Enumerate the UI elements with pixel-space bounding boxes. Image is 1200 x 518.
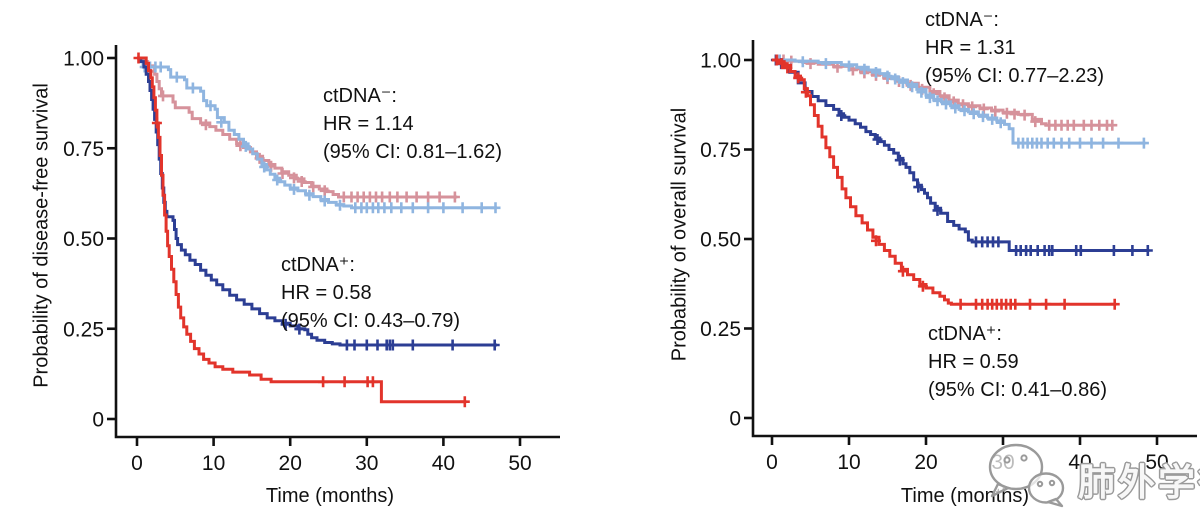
y-tick-label: 0 [729,408,741,431]
annotation-line: (95% CI: 0.77–2.23) [925,65,1104,87]
x-tick-label: 0 [131,452,143,475]
wechat-logo-icon [988,443,1065,508]
x-tick-label: 10 [202,452,225,475]
km-curve [772,54,1149,149]
annotation-line: ctDNA⁺: [281,254,355,276]
axes [751,40,1197,438]
x-tick-label: 20 [279,452,302,475]
y-tick-label: 0.50 [63,228,104,251]
annotation-line: ctDNA⁻: [925,9,999,31]
annotation-ctdna-negative-right: ctDNA⁻: HR = 1.31 (95% CI: 0.77–2.23) [925,6,1104,90]
y-tick-label: 0.50 [700,229,741,252]
annotation-ctdna-positive-right: ctDNA⁺: HR = 0.59 (95% CI: 0.41–0.86) [928,320,1107,404]
x-tick-label: 20 [914,451,937,474]
annotation-ctdna-positive-left: ctDNA⁺: HR = 0.58 (95% CI: 0.43–0.79) [281,251,460,335]
annotation-line: (95% CI: 0.43–0.79) [281,310,460,332]
annotation-line: ctDNA⁺: [928,323,1002,345]
y-tick-label: 0.75 [63,138,104,161]
censor-marks [771,54,1120,310]
annotation-line: HR = 1.14 [323,113,414,135]
y-tick-label: 1.00 [63,48,104,71]
y-axis-title-left: Probability of disease-free survival [30,83,53,388]
x-tick-label: 40 [1068,451,1091,474]
watermark: 肺外学徒 [986,440,1200,512]
km-curve [133,52,470,408]
annotation-line: (95% CI: 0.41–0.86) [928,379,1107,401]
annotation-line: HR = 1.31 [925,37,1016,59]
annotation-line: ctDNA⁻: [323,85,397,107]
x-tick-label: 10 [837,451,860,474]
x-tick-label: 30 [355,452,378,475]
annotation-line: HR = 0.58 [281,282,372,304]
y-axis-title-right: Probability of overall survival [668,107,691,362]
y-tick-label: 1.00 [700,50,741,73]
censor-marks [133,52,470,408]
annotation-ctdna-negative-left: ctDNA⁻: HR = 1.14 (95% CI: 0.81–1.62) [323,82,502,166]
annotation-line: (95% CI: 0.81–1.62) [323,141,502,163]
km-curve [771,54,1120,310]
axes [114,45,560,439]
y-tick-label: 0.25 [63,318,104,341]
km-curve [137,56,500,351]
x-tick-label: 50 [1145,451,1168,474]
annotation-line: HR = 0.59 [928,351,1019,373]
y-tick-label: 0 [92,409,104,432]
y-tick-label: 0.75 [700,139,741,162]
x-tick-label: 0 [766,451,778,474]
km-panel-0: 0 10 20 30 40 50 1.00 0.75 0.50 0.25 0 [63,45,560,475]
axis-ticks: 0 10 20 30 40 50 1.00 0.75 0.50 0.25 0 [63,48,532,476]
x-axis-title-left: Time (months) [265,485,395,507]
censor-marks [280,318,500,351]
x-tick-label: 50 [508,452,531,475]
y-tick-label: 0.25 [700,318,741,341]
km-curve [770,54,1153,256]
watermark-text: 肺外学徒 [1078,462,1200,503]
x-tick-label: 40 [432,452,455,475]
